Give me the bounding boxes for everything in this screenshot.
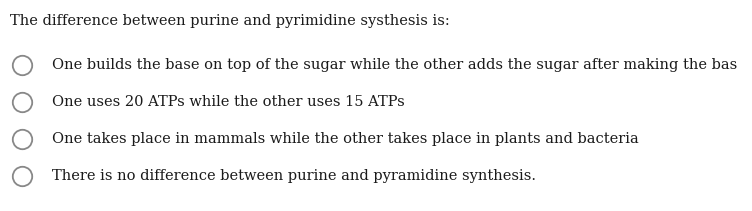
Text: The difference between purine and pyrimidine systhesis is:: The difference between purine and pyrimi… (10, 14, 450, 28)
Text: One takes place in mammals while the other takes place in plants and bacteria: One takes place in mammals while the oth… (52, 132, 638, 146)
Text: There is no difference between purine and pyramidine synthesis.: There is no difference between purine an… (52, 169, 536, 183)
Text: One uses 20 ATPs while the other uses 15 ATPs: One uses 20 ATPs while the other uses 15… (52, 95, 405, 109)
Text: One builds the base on top of the sugar while the other adds the sugar after mak: One builds the base on top of the sugar … (52, 58, 737, 72)
